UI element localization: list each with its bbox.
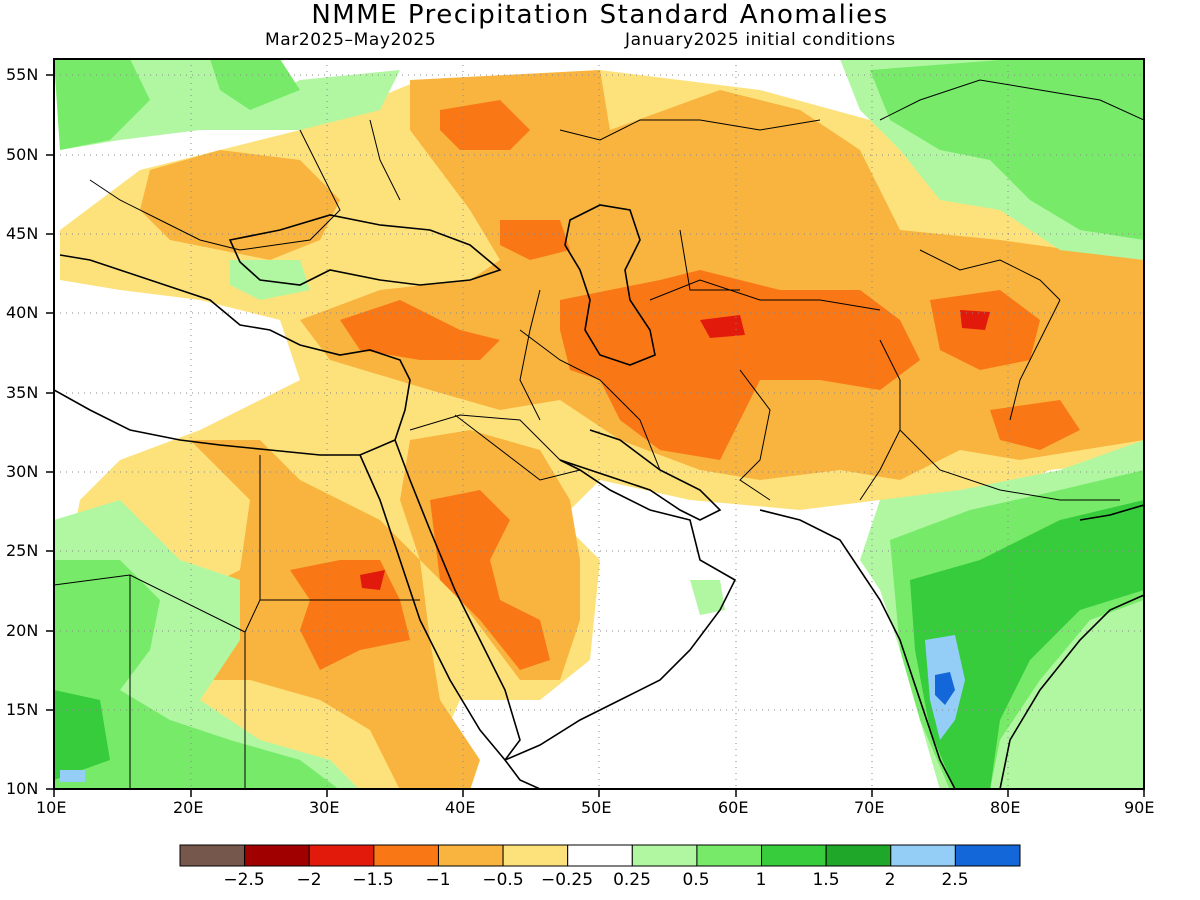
colorbar-swatch	[825, 844, 892, 867]
forecast-period: Mar2025–May2025	[265, 30, 437, 50]
caspian-sea-coast	[564, 204, 656, 366]
colorbar	[179, 844, 1021, 867]
colorbar-label: 2	[884, 870, 896, 890]
anomaly-region	[960, 310, 990, 330]
lat-tick-label: 15N	[6, 700, 39, 719]
colorbar-swatch	[373, 844, 439, 867]
colorbar-swatch	[696, 844, 763, 867]
coastlines	[54, 204, 1144, 789]
country-borders	[54, 79, 1144, 789]
colorbar-swatch	[567, 844, 633, 867]
colorbar-swatch	[437, 844, 504, 867]
lon-tick-label: 70E	[854, 798, 885, 817]
anomaly-region	[560, 270, 920, 460]
colorbar-swatch	[244, 844, 310, 867]
colorbar-label: −0.5	[482, 870, 524, 890]
colorbar-swatch	[631, 844, 698, 867]
lat-tick-label: 20N	[6, 621, 39, 640]
red-sea-coast	[359, 439, 521, 762]
anomaly-region	[140, 150, 340, 260]
anomaly-region	[500, 220, 570, 260]
black-sea-coast	[228, 214, 502, 286]
lon-tick-label: 20E	[173, 798, 204, 817]
lat-tick-label: 35N	[6, 383, 39, 402]
anomaly-field	[54, 59, 1144, 789]
lat-tick-label: 30N	[6, 462, 39, 481]
colorbar-label: 1.5	[812, 870, 840, 890]
colorbar-label: −2.5	[223, 870, 265, 890]
initial-conditions: January2025 initial conditions	[625, 30, 896, 50]
anomaly-region	[935, 672, 955, 705]
colorbar-swatch	[308, 844, 375, 867]
lon-tick-label: 60E	[718, 798, 749, 817]
anomaly-region	[54, 560, 339, 789]
lon-tick-label: 80E	[990, 798, 1021, 817]
lon-tick-label: 90E	[1124, 798, 1155, 817]
lat-tick-label: 45N	[6, 224, 39, 243]
bay-of-bengal-coast	[1079, 504, 1144, 521]
anomaly-region	[700, 315, 745, 338]
lon-tick-label: 50E	[581, 798, 612, 817]
colorbar-swatch	[179, 844, 246, 867]
anomaly-region	[54, 59, 150, 150]
mediterranean-coast	[54, 254, 411, 456]
horn-of-africa-coast	[504, 759, 541, 789]
anomaly-region	[60, 770, 85, 782]
anomaly-region	[360, 570, 385, 590]
colorbar-label: −2	[296, 870, 322, 890]
colorbar-label: 0.25	[613, 870, 651, 890]
lon-tick-label: 10E	[36, 798, 67, 817]
lon-tick-label: 30E	[309, 798, 340, 817]
colorbar-label: 2.5	[941, 870, 969, 890]
lat-tick-label: 40N	[6, 303, 39, 322]
colorbar-label: −0.25	[540, 870, 594, 890]
colorbar-label: −1.5	[352, 870, 394, 890]
anomaly-region	[990, 400, 1080, 450]
arabian-peninsula-coast	[504, 459, 737, 761]
anomaly-region	[690, 580, 725, 615]
india-coast	[759, 509, 956, 789]
india-east-coast	[999, 594, 1144, 789]
map-title: NMME Precipitation Standard Anomalies	[311, 0, 889, 30]
anomaly-region	[910, 500, 1144, 789]
lat-tick-label: 55N	[6, 65, 39, 84]
anomaly-region	[430, 490, 550, 670]
anomaly-region	[340, 300, 500, 360]
colorbar-label: −1	[425, 870, 451, 890]
lat-tick-label: 25N	[6, 541, 39, 560]
lon-tick-label: 40E	[445, 798, 476, 817]
colorbar-swatch	[954, 844, 1021, 867]
anomaly-region	[210, 59, 300, 110]
colorbar-swatch	[502, 844, 569, 867]
lat-tick-label: 50N	[6, 145, 39, 164]
colorbar-label: 1	[755, 870, 767, 890]
persian-gulf-coast	[559, 429, 722, 521]
axis-ticks	[46, 74, 1145, 797]
lat-tick-label: 10N	[6, 779, 39, 798]
colorbar-label: 0.5	[682, 870, 710, 890]
colorbar-swatch	[761, 844, 827, 867]
anomaly-region	[54, 690, 110, 780]
anomaly-region	[300, 70, 1144, 480]
anomaly-region	[870, 59, 1144, 240]
colorbar-swatch	[890, 844, 956, 867]
